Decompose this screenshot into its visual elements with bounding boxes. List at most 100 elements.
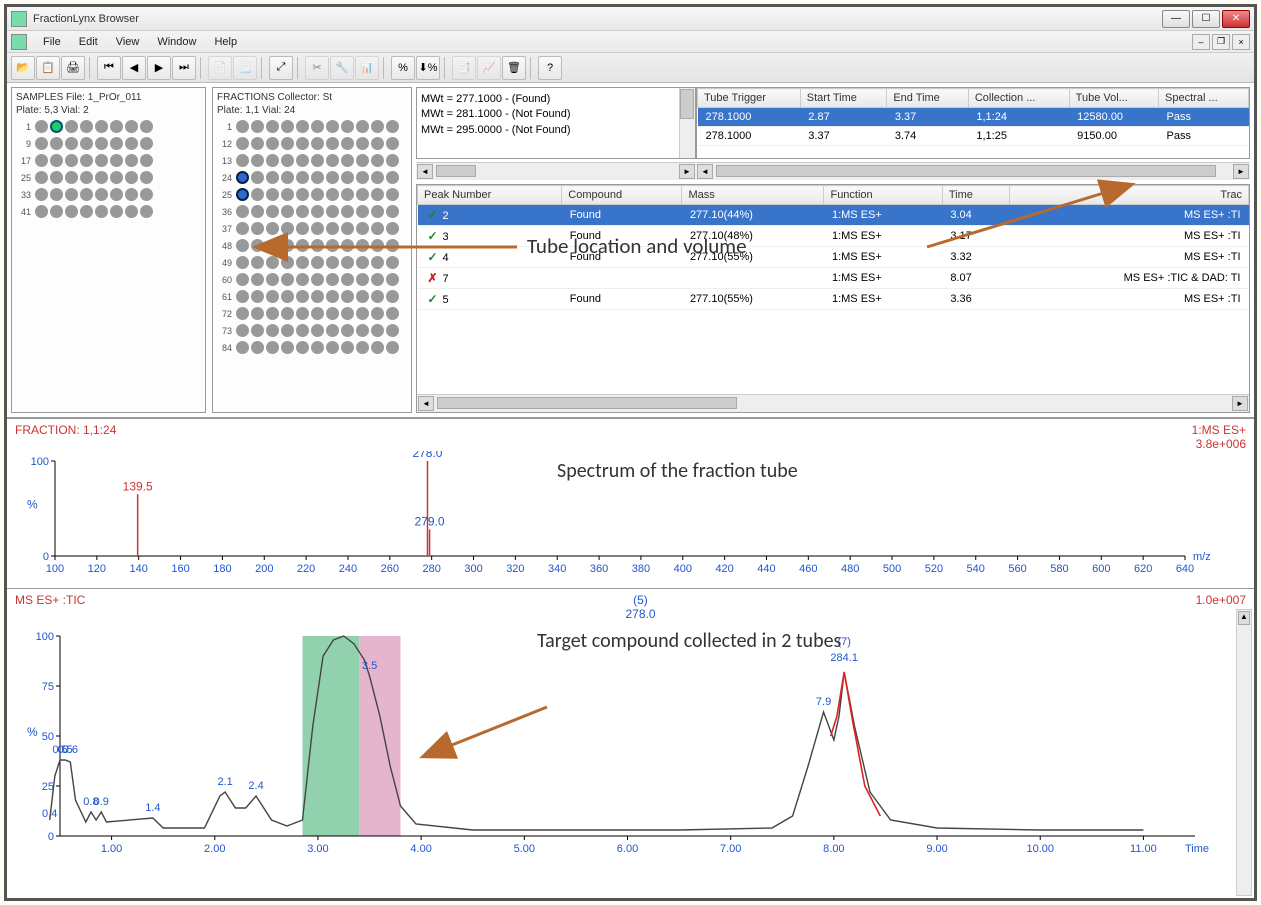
well[interactable] bbox=[281, 341, 294, 354]
well[interactable] bbox=[80, 137, 93, 150]
well[interactable] bbox=[125, 171, 138, 184]
well[interactable] bbox=[386, 222, 399, 235]
tube-col[interactable]: Tube Trigger bbox=[698, 89, 801, 108]
well[interactable] bbox=[356, 256, 369, 269]
well[interactable] bbox=[266, 307, 279, 320]
peak-row[interactable]: ✓ 2Found277.10(44%)1:MS ES+3.04MS ES+ :T… bbox=[418, 205, 1249, 226]
well[interactable] bbox=[341, 120, 354, 133]
well[interactable] bbox=[371, 188, 384, 201]
tube-col[interactable]: Spectral ... bbox=[1159, 89, 1249, 108]
well[interactable] bbox=[140, 120, 153, 133]
well[interactable] bbox=[341, 188, 354, 201]
well[interactable] bbox=[311, 120, 324, 133]
well[interactable] bbox=[326, 205, 339, 218]
well[interactable] bbox=[65, 171, 78, 184]
well[interactable] bbox=[236, 137, 249, 150]
well[interactable] bbox=[326, 324, 339, 337]
well[interactable] bbox=[356, 188, 369, 201]
well[interactable] bbox=[386, 341, 399, 354]
well[interactable] bbox=[236, 154, 249, 167]
well[interactable] bbox=[296, 205, 309, 218]
well[interactable] bbox=[80, 171, 93, 184]
well[interactable] bbox=[251, 239, 264, 252]
menu-edit[interactable]: Edit bbox=[71, 34, 106, 50]
well[interactable] bbox=[236, 188, 249, 201]
well[interactable] bbox=[371, 154, 384, 167]
well[interactable] bbox=[281, 273, 294, 286]
well[interactable] bbox=[281, 307, 294, 320]
toolbar-copy[interactable]: 📋 bbox=[36, 56, 60, 80]
samples-plate[interactable]: 1917253341 bbox=[16, 118, 201, 220]
well[interactable] bbox=[80, 188, 93, 201]
well[interactable] bbox=[281, 256, 294, 269]
well[interactable] bbox=[251, 290, 264, 303]
tube-row[interactable]: 278.10002.873.371,1:2412580.00Pass bbox=[698, 108, 1249, 127]
well[interactable] bbox=[356, 239, 369, 252]
well[interactable] bbox=[341, 239, 354, 252]
well[interactable] bbox=[95, 120, 108, 133]
well[interactable] bbox=[95, 137, 108, 150]
toolbar-next[interactable]: ▶ bbox=[147, 56, 171, 80]
well[interactable] bbox=[341, 256, 354, 269]
well[interactable] bbox=[326, 137, 339, 150]
maximize-button[interactable]: ☐ bbox=[1192, 10, 1220, 28]
well[interactable] bbox=[386, 205, 399, 218]
well[interactable] bbox=[326, 120, 339, 133]
mdi-close[interactable]: × bbox=[1232, 34, 1250, 50]
well[interactable] bbox=[251, 120, 264, 133]
toolbar-prev[interactable]: ◀ bbox=[122, 56, 146, 80]
toolbar-stretch[interactable]: ⤢ bbox=[269, 56, 293, 80]
well[interactable] bbox=[311, 239, 324, 252]
well[interactable] bbox=[140, 188, 153, 201]
well[interactable] bbox=[281, 205, 294, 218]
well[interactable] bbox=[236, 273, 249, 286]
well[interactable] bbox=[311, 188, 324, 201]
well[interactable] bbox=[341, 222, 354, 235]
well[interactable] bbox=[326, 273, 339, 286]
well[interactable] bbox=[311, 137, 324, 150]
toolbar-d8[interactable]: 🗑 bbox=[502, 56, 526, 80]
well[interactable] bbox=[50, 154, 63, 167]
well[interactable] bbox=[236, 324, 249, 337]
well[interactable] bbox=[50, 171, 63, 184]
well[interactable] bbox=[35, 171, 48, 184]
well[interactable] bbox=[326, 239, 339, 252]
well[interactable] bbox=[50, 188, 63, 201]
well[interactable] bbox=[386, 239, 399, 252]
toolbar-d6[interactable]: 📑 bbox=[452, 56, 476, 80]
well[interactable] bbox=[386, 290, 399, 303]
well[interactable] bbox=[386, 273, 399, 286]
well[interactable] bbox=[356, 171, 369, 184]
well[interactable] bbox=[266, 171, 279, 184]
well[interactable] bbox=[341, 154, 354, 167]
well[interactable] bbox=[266, 324, 279, 337]
well[interactable] bbox=[95, 154, 108, 167]
well[interactable] bbox=[386, 171, 399, 184]
well[interactable] bbox=[386, 256, 399, 269]
well[interactable] bbox=[326, 256, 339, 269]
well[interactable] bbox=[386, 188, 399, 201]
well[interactable] bbox=[251, 341, 264, 354]
peak-row[interactable]: ✓ 4Found277.10(55%)1:MS ES+3.32MS ES+ :T… bbox=[418, 247, 1249, 268]
well[interactable] bbox=[251, 273, 264, 286]
well[interactable] bbox=[296, 154, 309, 167]
toolbar-open[interactable]: 📂 bbox=[11, 56, 35, 80]
well[interactable] bbox=[95, 205, 108, 218]
well[interactable] bbox=[281, 171, 294, 184]
close-button[interactable]: ✕ bbox=[1222, 10, 1250, 28]
toolbar-d7[interactable]: 📈 bbox=[477, 56, 501, 80]
well[interactable] bbox=[236, 290, 249, 303]
well[interactable] bbox=[371, 205, 384, 218]
toolbar-first[interactable]: ⏮ bbox=[97, 56, 121, 80]
well[interactable] bbox=[296, 120, 309, 133]
peak-col[interactable]: Function bbox=[824, 186, 942, 205]
well[interactable] bbox=[326, 290, 339, 303]
well[interactable] bbox=[95, 188, 108, 201]
well[interactable] bbox=[110, 120, 123, 133]
well[interactable] bbox=[356, 154, 369, 167]
well[interactable] bbox=[236, 256, 249, 269]
peak-col[interactable]: Time bbox=[942, 186, 1009, 205]
well[interactable] bbox=[371, 307, 384, 320]
well[interactable] bbox=[35, 188, 48, 201]
well[interactable] bbox=[125, 120, 138, 133]
